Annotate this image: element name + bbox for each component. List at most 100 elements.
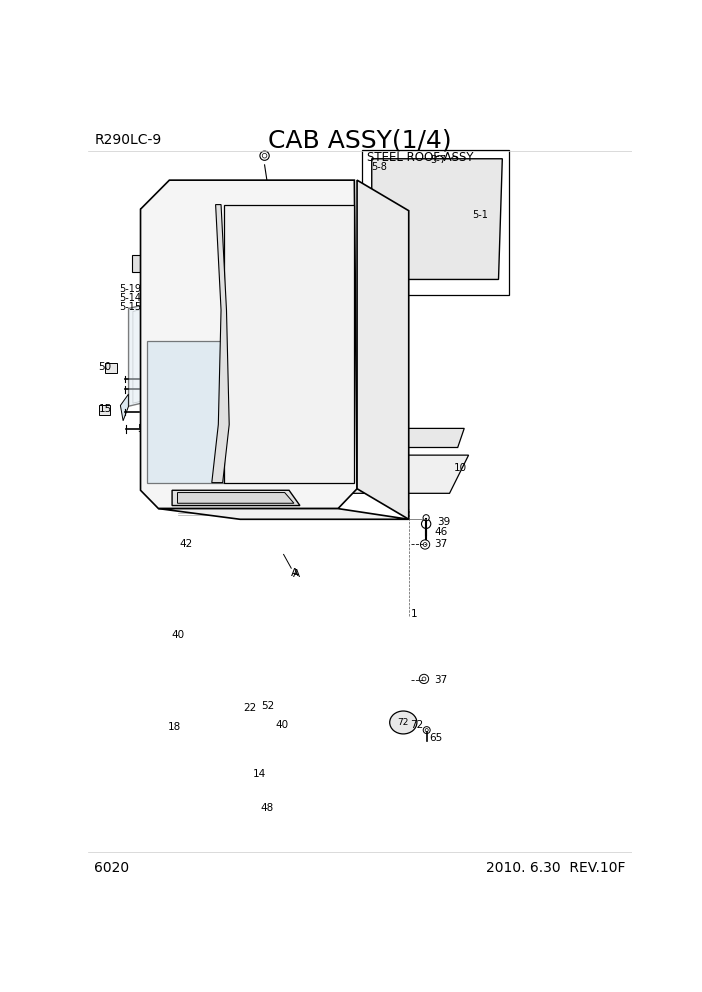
Bar — [214, 480, 227, 488]
Text: 5-15: 5-15 — [119, 302, 141, 311]
Text: 18: 18 — [168, 722, 182, 732]
Text: 6020: 6020 — [94, 861, 129, 875]
Circle shape — [245, 283, 251, 289]
Bar — [362, 150, 510, 295]
Text: 5-16: 5-16 — [137, 425, 159, 434]
Circle shape — [451, 157, 458, 163]
Text: 5-4: 5-4 — [388, 208, 404, 219]
Text: 70: 70 — [204, 422, 217, 432]
Text: 5-17: 5-17 — [140, 390, 163, 400]
Text: 5-7: 5-7 — [140, 371, 157, 382]
Circle shape — [218, 249, 225, 255]
Text: 42: 42 — [179, 540, 192, 550]
Text: 5-3: 5-3 — [272, 297, 288, 307]
Text: A: A — [237, 432, 246, 444]
Text: 5-4: 5-4 — [240, 365, 256, 375]
Circle shape — [183, 422, 194, 433]
Polygon shape — [128, 276, 265, 407]
Polygon shape — [357, 181, 409, 519]
Polygon shape — [237, 370, 256, 381]
Circle shape — [186, 425, 191, 430]
Text: 5-7: 5-7 — [430, 156, 446, 166]
Circle shape — [423, 515, 429, 521]
Bar — [232, 442, 244, 450]
Bar — [414, 191, 428, 241]
Text: 1: 1 — [411, 609, 418, 619]
Bar — [437, 191, 451, 241]
Text: 11: 11 — [359, 347, 372, 357]
Polygon shape — [147, 340, 224, 483]
Text: 72: 72 — [397, 718, 409, 727]
Circle shape — [270, 255, 279, 264]
Text: 65: 65 — [430, 733, 443, 743]
Text: 37: 37 — [435, 540, 448, 550]
Text: 13: 13 — [309, 414, 322, 424]
Bar — [179, 363, 204, 410]
Text: A: A — [239, 434, 246, 443]
Text: 5-5: 5-5 — [232, 444, 248, 454]
Text: 70: 70 — [291, 452, 305, 462]
Circle shape — [423, 543, 427, 547]
Text: 59: 59 — [220, 465, 234, 475]
Text: 47: 47 — [216, 252, 229, 262]
Text: 39: 39 — [437, 517, 451, 527]
Circle shape — [179, 247, 187, 254]
Polygon shape — [121, 394, 128, 421]
Polygon shape — [140, 181, 357, 509]
Text: STEEL ROOF ASSY: STEEL ROOF ASSY — [367, 151, 474, 164]
Polygon shape — [297, 455, 469, 493]
Text: 5-1: 5-1 — [240, 345, 256, 355]
Bar — [179, 272, 201, 303]
Bar — [133, 255, 142, 272]
Circle shape — [236, 374, 242, 380]
Text: 5-2: 5-2 — [140, 406, 157, 416]
Text: 50: 50 — [98, 362, 112, 372]
Text: 5-9: 5-9 — [272, 306, 288, 315]
Bar — [98, 405, 110, 416]
Text: 5-1: 5-1 — [472, 210, 488, 220]
Text: 5-8: 5-8 — [272, 314, 288, 325]
Text: 69: 69 — [216, 479, 229, 489]
Polygon shape — [372, 159, 503, 280]
Text: 14: 14 — [253, 769, 266, 779]
Polygon shape — [266, 351, 289, 366]
Text: 5-2: 5-2 — [388, 239, 404, 249]
Text: 5-17: 5-17 — [179, 460, 201, 470]
Text: 5-13: 5-13 — [234, 301, 256, 310]
Text: 22: 22 — [244, 703, 257, 713]
Polygon shape — [172, 490, 300, 506]
Bar — [303, 371, 343, 425]
Text: A: A — [293, 568, 300, 578]
Circle shape — [169, 446, 176, 453]
Text: 71: 71 — [166, 444, 179, 454]
Text: 5-12: 5-12 — [234, 292, 256, 302]
Text: R290LC-9: R290LC-9 — [94, 134, 161, 148]
Bar — [179, 303, 204, 348]
Text: 72: 72 — [410, 720, 423, 730]
Polygon shape — [159, 509, 409, 519]
Circle shape — [166, 254, 171, 259]
Text: 5-3: 5-3 — [388, 218, 404, 228]
Text: 71: 71 — [295, 440, 307, 450]
Text: 52: 52 — [260, 700, 274, 710]
Circle shape — [290, 440, 296, 446]
Circle shape — [320, 466, 328, 474]
Circle shape — [260, 151, 269, 161]
Text: 5-6: 5-6 — [382, 255, 397, 265]
Text: 5-6: 5-6 — [140, 381, 157, 391]
Polygon shape — [212, 204, 230, 483]
Circle shape — [434, 464, 446, 476]
Text: 35: 35 — [333, 458, 346, 468]
Text: 5-18: 5-18 — [152, 252, 174, 262]
Bar — [300, 367, 346, 429]
Text: CAB ASSY(1/4): CAB ASSY(1/4) — [268, 128, 451, 153]
Polygon shape — [178, 493, 294, 503]
Bar — [105, 363, 117, 373]
Text: 2010. 6.30  REV.10F: 2010. 6.30 REV.10F — [486, 861, 625, 875]
Text: 12: 12 — [350, 440, 364, 450]
Ellipse shape — [390, 711, 417, 734]
Circle shape — [423, 727, 430, 733]
Polygon shape — [312, 458, 386, 483]
Text: 5-17: 5-17 — [240, 375, 263, 385]
Text: 5-19: 5-19 — [272, 288, 293, 298]
